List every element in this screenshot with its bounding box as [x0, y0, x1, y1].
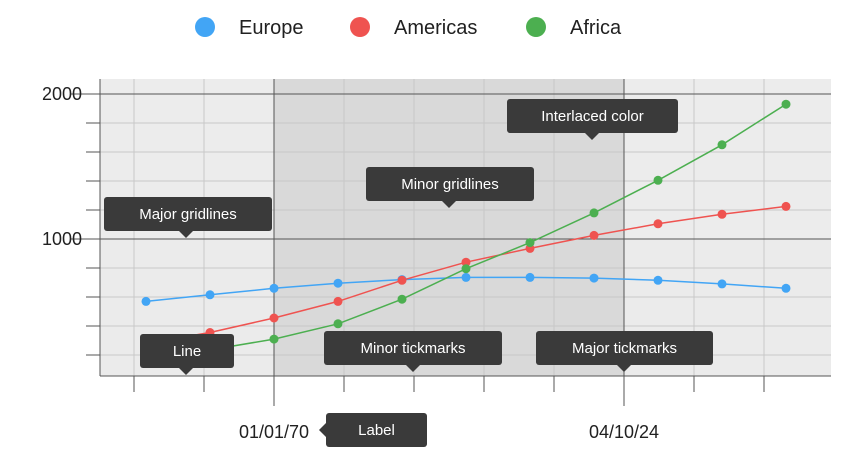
data-point [269, 334, 279, 344]
tick-labels: 1000 2000 01/01/70 04/10/24 [42, 84, 659, 442]
data-point [653, 275, 663, 285]
data-point [269, 313, 279, 323]
legend[interactable]: Europe Americas Africa [195, 17, 622, 39]
data-point [717, 209, 727, 219]
data-point [461, 257, 471, 267]
x-tick-label: 04/10/24 [589, 422, 659, 442]
data-point [653, 219, 663, 229]
callout-box [140, 334, 234, 368]
callout-major-tickmarks: Major tickmarks [536, 331, 713, 372]
callout-pointer [179, 231, 193, 238]
callout-box [507, 99, 678, 133]
data-point [781, 201, 791, 211]
callout-text: Major gridlines [139, 206, 237, 223]
data-point [397, 275, 407, 285]
callout-text: Line [173, 343, 201, 360]
data-point [333, 278, 343, 288]
data-point [781, 99, 791, 109]
data-point [589, 208, 599, 218]
callout-text: Label [358, 422, 395, 439]
legend-marker [195, 17, 215, 37]
callout-text: Minor tickmarks [360, 340, 465, 357]
data-point [525, 272, 535, 282]
data-point [333, 319, 343, 329]
callout-text: Interlaced color [541, 108, 644, 125]
callout-pointer [617, 365, 631, 372]
legend-label: Africa [570, 17, 622, 39]
y-tick-label: 1000 [42, 229, 82, 249]
data-point [461, 272, 471, 282]
legend-label: Americas [394, 17, 477, 39]
callout-pointer [442, 201, 456, 208]
callout-interlaced-color: Interlaced color [507, 99, 678, 140]
data-point [525, 238, 535, 248]
callout-label: Label [319, 413, 427, 447]
callout-pointer [585, 133, 599, 140]
callout-pointer [179, 368, 193, 375]
data-point [589, 273, 599, 283]
callout-text: Minor gridlines [401, 176, 499, 193]
data-point [717, 279, 727, 289]
data-point [781, 283, 791, 293]
callout-box [104, 197, 272, 231]
callouts: Major gridlines Minor gridlines Interlaced… [104, 99, 713, 447]
data-point [717, 140, 727, 150]
callout-pointer [406, 365, 420, 372]
data-point [333, 296, 343, 306]
legend-marker [526, 17, 546, 37]
callout-major-gridlines: Major gridlines [104, 197, 272, 238]
axes [70, 79, 831, 406]
legend-item-africa[interactable]: Africa [526, 17, 622, 39]
data-point [141, 296, 151, 306]
y-tick-label: 2000 [42, 84, 82, 104]
data-point [589, 230, 599, 240]
legend-item-europe[interactable]: Europe [195, 17, 304, 39]
callout-box [536, 331, 713, 365]
callout-line: Line [140, 334, 234, 375]
callout-text: Major tickmarks [572, 340, 677, 357]
callout-minor-gridlines: Minor gridlines [366, 167, 534, 208]
callout-box [326, 413, 427, 447]
data-point [397, 294, 407, 304]
legend-marker [350, 17, 370, 37]
data-point [205, 290, 215, 300]
callout-minor-tickmarks: Minor tickmarks [324, 331, 502, 372]
data-point [653, 175, 663, 185]
data-point [269, 283, 279, 293]
data-point [461, 264, 471, 274]
legend-item-americas[interactable]: Americas [350, 17, 477, 39]
callout-box [366, 167, 534, 201]
callout-box [324, 331, 502, 365]
x-tick-label: 01/01/70 [239, 422, 309, 442]
callout-pointer [319, 423, 326, 437]
legend-label: Europe [239, 17, 304, 39]
